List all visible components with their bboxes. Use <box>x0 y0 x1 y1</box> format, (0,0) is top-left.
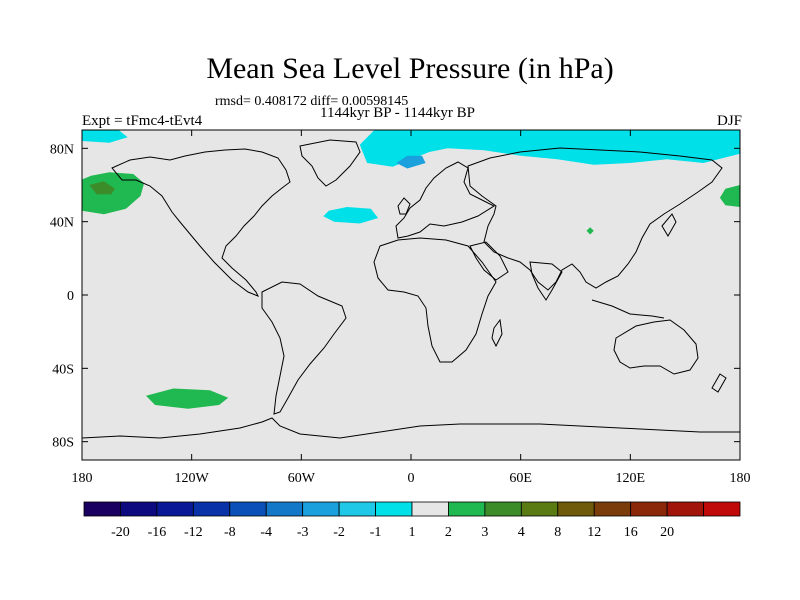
colorbar-swatch <box>156 501 194 517</box>
coastline-australia <box>613 319 699 375</box>
x-tick-label: 180 <box>730 471 751 486</box>
anomaly-region-2 <box>396 155 426 169</box>
coastline-indonesia <box>591 299 665 319</box>
y-tick-label: 40N <box>50 216 74 231</box>
colorbar-swatch <box>630 501 668 517</box>
colorbar-swatch <box>703 501 741 517</box>
anomaly-region-4 <box>82 172 145 215</box>
coastline-north-america <box>111 148 291 297</box>
coastline-antarctica <box>82 417 740 439</box>
colorbar-swatch <box>192 501 231 517</box>
colorbar-label: -16 <box>148 525 167 540</box>
anomaly-region-5 <box>89 181 115 195</box>
axis-labels: 180 120W 60W 0 60E 120E 180 80N 40N 0 40S 80S <box>50 142 751 486</box>
colorbar-label: -8 <box>224 525 236 540</box>
colorbar-swatch <box>83 501 121 517</box>
anomaly-region-7 <box>146 388 229 409</box>
axis-ticks <box>81 130 741 460</box>
coastline-new-zealand <box>711 373 727 393</box>
colorbar-label: 20 <box>660 525 674 540</box>
map-background <box>82 130 740 460</box>
colorbar-label: -20 <box>111 525 130 540</box>
experiment-label: Expt = tFmc4-tEvt4 <box>82 113 203 129</box>
coastline-japan <box>661 213 677 237</box>
coastline-british-isles <box>397 197 411 215</box>
colorbar-swatch <box>666 501 704 517</box>
colorbar-label: 1 <box>409 525 416 540</box>
y-tick-label: 80S <box>52 436 74 451</box>
colorbar: -20 -16 -12 -8 -4 -3 -2 -1 1 2 3 4 8 12 16 20 <box>83 501 741 540</box>
colorbar-swatch <box>411 501 449 517</box>
colorbar-swatch <box>265 501 304 517</box>
y-tick-label: 80N <box>50 142 74 157</box>
coastline-africa <box>373 237 497 363</box>
colorbar-label: 2 <box>445 525 452 540</box>
coastline-south-america <box>261 281 347 415</box>
y-tick-label: 40S <box>52 362 74 377</box>
anomaly-region-6 <box>719 185 740 207</box>
x-tick-label: 60E <box>509 471 532 486</box>
colorbar-swatch <box>593 501 632 517</box>
season-label: DJF <box>716 113 742 129</box>
x-tick-label: 180 <box>72 471 93 486</box>
colorbar-swatch <box>302 501 340 517</box>
coastline-arabia <box>469 241 509 281</box>
anomaly-regions <box>82 130 740 409</box>
colorbar-label: -12 <box>184 525 203 540</box>
colorbar-swatch <box>338 501 376 517</box>
coastline-greenland <box>299 139 361 187</box>
anomaly-region-1 <box>359 130 740 167</box>
x-tick-label: 0 <box>408 471 415 486</box>
coastline-india <box>529 261 563 301</box>
anomaly-region-3 <box>323 207 379 224</box>
colorbar-swatch <box>448 501 486 517</box>
x-tick-label: 120W <box>175 471 210 486</box>
colorbar-label: 12 <box>587 525 601 540</box>
colorbar-label: -2 <box>333 525 345 540</box>
colorbar-swatch <box>120 501 158 517</box>
coastline-asia <box>467 147 723 291</box>
x-tick-label: 120E <box>616 471 646 486</box>
colorbar-label: -1 <box>370 525 382 540</box>
coastline-europe <box>395 161 496 239</box>
anomaly-region-0 <box>82 130 128 143</box>
anomaly-region-8 <box>586 227 594 235</box>
colorbar-label: -3 <box>297 525 309 540</box>
colorbar-label: 3 <box>481 525 488 540</box>
colorbar-swatch <box>520 501 559 517</box>
chart-title: Mean Sea Level Pressure (in hPa) <box>206 52 614 85</box>
period-label: 1144kyr BP - 1144kyr BP <box>320 105 476 121</box>
colorbar-swatch <box>229 501 267 517</box>
stats-line: rmsd= 0.408172 diff= 0.00598145 <box>215 94 409 109</box>
y-tick-label: 0 <box>67 289 74 304</box>
colorbar-label: 4 <box>518 525 525 540</box>
coastline-madagascar <box>491 318 503 348</box>
colorbar-label: 8 <box>554 525 561 540</box>
colorbar-label: 16 <box>624 525 638 540</box>
coastlines <box>82 139 740 439</box>
x-tick-label: 60W <box>288 471 316 486</box>
colorbar-label: -4 <box>260 525 272 540</box>
colorbar-swatch <box>484 501 522 517</box>
colorbar-swatch <box>557 501 595 517</box>
colorbar-swatch <box>375 501 413 517</box>
